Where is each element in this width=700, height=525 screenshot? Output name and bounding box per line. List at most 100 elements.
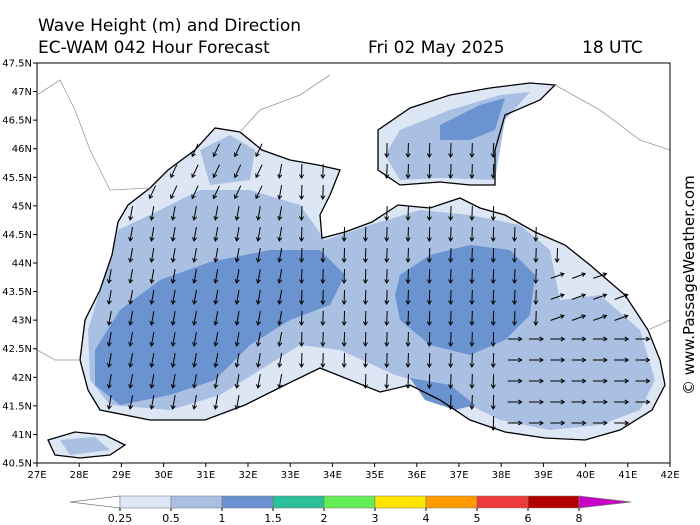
direction-arrow (320, 310, 326, 326)
wave-zone-high (95, 98, 535, 410)
direction-arrow (234, 332, 240, 347)
direction-arrow (405, 268, 411, 284)
direction-arrow (213, 248, 219, 263)
direction-arrow (170, 353, 176, 368)
direction-arrow (384, 289, 390, 305)
direction-arrow (255, 206, 261, 221)
colorbar-label: 2 (321, 512, 328, 525)
direction-arrow (405, 205, 411, 221)
direction-arrow (213, 290, 219, 305)
direction-arrow (490, 331, 496, 347)
direction-arrow (170, 311, 176, 326)
direction-arrow (341, 247, 347, 263)
direction-arrow (149, 248, 155, 263)
direction-arrow (149, 395, 155, 410)
direction-arrow (426, 268, 432, 284)
direction-arrow (191, 185, 199, 200)
direction-arrow (550, 399, 566, 405)
direction-arrow (128, 206, 134, 221)
lon-label: 42E (660, 470, 679, 481)
direction-arrow (384, 247, 390, 263)
direction-arrow (362, 373, 368, 389)
title: Wave Height (m) and Direction (38, 16, 301, 36)
direction-arrow (299, 352, 305, 368)
borders (36, 74, 671, 361)
direction-arrow (593, 314, 608, 321)
direction-arrow (255, 353, 261, 368)
direction-arrow (192, 248, 197, 263)
direction-arrow (448, 163, 454, 179)
direction-arrow (592, 420, 608, 426)
lon-label: 37E (449, 470, 468, 481)
direction-arrow (405, 247, 411, 263)
direction-arrow (128, 227, 134, 242)
direction-arrow (299, 268, 305, 284)
lon-label: 35E (365, 470, 384, 481)
direction-arrow (106, 311, 112, 326)
direction-arrow (233, 164, 242, 179)
direction-arrow (213, 353, 219, 368)
direction-arrow (490, 247, 496, 263)
direction-arrow (529, 399, 544, 405)
direction-arrow (469, 163, 475, 179)
direction-arrow (192, 269, 197, 284)
direction-arrow (614, 420, 630, 426)
direction-arrow (635, 336, 651, 342)
direction-arrow (512, 268, 518, 284)
lat-label: 42.5N (2, 344, 32, 355)
direction-arrow (170, 332, 176, 347)
direction-arrow (128, 395, 134, 410)
direction-arrow (507, 378, 523, 384)
direction-arrow (277, 353, 283, 368)
direction-arrow (469, 289, 475, 305)
direction-arrow (213, 395, 219, 410)
direction-arrow (405, 331, 411, 347)
direction-arrow (192, 332, 197, 347)
direction-arrow (469, 205, 475, 221)
direction-arrow (299, 184, 305, 200)
direction-arrow (255, 311, 261, 326)
colorbar-label: 6 (525, 512, 532, 525)
direction-arrow (128, 290, 134, 305)
direction-arrow (593, 272, 608, 279)
direction-arrow (384, 352, 390, 368)
direction-arrow (448, 268, 454, 284)
lat-label: 47.5N (2, 59, 32, 70)
lat-label: 45.5N (2, 173, 32, 184)
direction-arrow (255, 248, 261, 263)
direction-arrow (299, 205, 305, 221)
direction-arrow (469, 310, 475, 326)
direction-arrow (635, 357, 651, 363)
direction-arrow (405, 163, 411, 179)
direction-arrow (448, 373, 454, 389)
direction-arrow (426, 163, 432, 179)
direction-arrow (277, 248, 283, 263)
direction-arrow (234, 290, 240, 305)
direction-arrow (149, 227, 155, 242)
direction-arrow (426, 373, 432, 389)
direction-arrow (341, 310, 347, 326)
direction-arrow (533, 310, 539, 326)
direction-arrow (170, 164, 178, 179)
direction-arrow (255, 164, 263, 179)
lat-label: 47N (12, 87, 32, 98)
direction-arrow (106, 332, 112, 347)
direction-arrow (426, 331, 432, 347)
direction-arrow (362, 226, 368, 242)
direction-arrow (448, 352, 454, 368)
direction-arrow (571, 272, 587, 279)
direction-arrow (384, 331, 390, 347)
direction-arrow (384, 205, 390, 221)
direction-arrow (170, 227, 176, 242)
direction-arrow (512, 289, 518, 305)
direction-arrow (490, 352, 496, 368)
direction-arrow (277, 269, 283, 284)
direction-arrow (213, 206, 219, 221)
direction-arrow (106, 353, 112, 368)
direction-arrow (490, 373, 496, 389)
direction-arrow (149, 269, 155, 284)
direction-arrow (490, 310, 496, 326)
direction-arrow (614, 336, 630, 342)
lon-label: 32E (238, 470, 257, 481)
direction-arrow (384, 373, 390, 389)
